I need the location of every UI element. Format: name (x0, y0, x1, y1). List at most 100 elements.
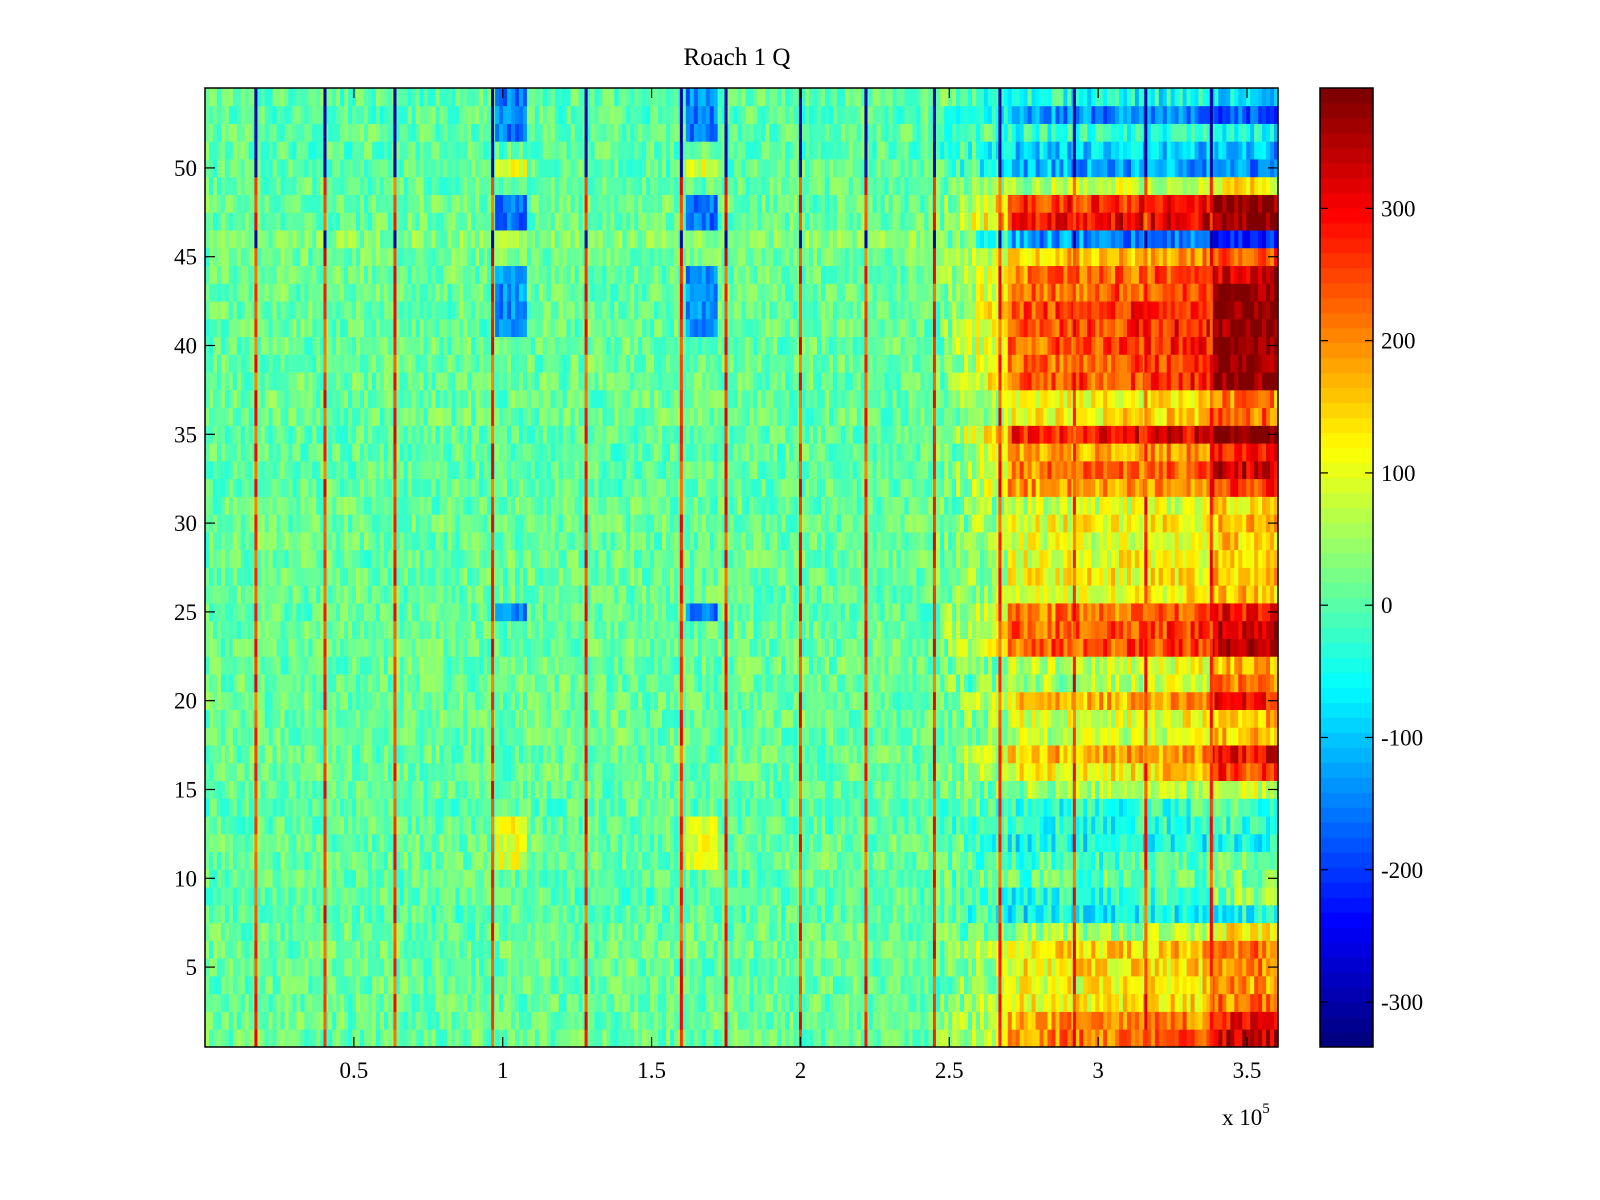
heatmap-cell (964, 1011, 969, 1030)
heatmap-cell (1222, 780, 1227, 799)
heatmap-cell (991, 762, 997, 782)
heatmap-cell (1162, 975, 1168, 995)
heatmap-cell (975, 833, 981, 853)
heatmap-cell (1158, 940, 1164, 959)
heatmap-cell (1198, 780, 1204, 799)
heatmap-cell (1202, 940, 1208, 959)
heatmap-cell (554, 816, 560, 835)
heatmap-cell (630, 709, 635, 728)
heatmap-cell (550, 780, 556, 799)
heatmap-cell (1083, 975, 1088, 995)
heatmap-cell (415, 745, 421, 764)
heatmap-cell (427, 762, 433, 782)
heatmap-cell (1274, 851, 1279, 870)
heatmap-cell (212, 798, 218, 817)
heatmap-cell (892, 851, 898, 870)
heatmap-cell (387, 816, 393, 835)
heatmap-cell (669, 869, 675, 888)
heatmap-cell (876, 1011, 882, 1030)
heatmap-cell (781, 762, 786, 782)
heatmap-cell (1107, 762, 1112, 782)
heatmap-cell (848, 975, 854, 995)
heatmap-cell (224, 709, 230, 728)
heatmap-cell (312, 745, 317, 764)
heatmap-cell (423, 727, 429, 746)
heatmap-cell (622, 762, 627, 782)
heatmap-cell (244, 798, 250, 817)
heatmap-cell (387, 833, 393, 853)
heatmap-cell (566, 851, 572, 870)
heatmap-cell (594, 904, 600, 924)
heatmap-cell (813, 958, 818, 977)
heatmap-cell (1198, 762, 1204, 782)
heatmap-cell (459, 727, 464, 746)
heatmap-cell (324, 975, 329, 995)
heatmap-cell (900, 887, 906, 906)
heatmap-cell (765, 816, 770, 835)
heatmap-cell (1274, 922, 1279, 941)
heatmap-cell (415, 1011, 421, 1030)
heatmap-cell (622, 851, 627, 870)
heatmap-cell (725, 709, 731, 728)
heatmap-cell (1067, 958, 1072, 977)
heatmap-cell (316, 1011, 321, 1030)
heatmap-cell (1182, 762, 1188, 782)
heatmap-cell (1007, 869, 1013, 888)
heatmap-cell (1047, 975, 1053, 995)
heatmap-cell (344, 727, 349, 746)
heatmap-cell (336, 1011, 341, 1030)
heatmap-cell (650, 1011, 655, 1030)
heatmap-cell (316, 940, 321, 959)
heatmap-cell (507, 869, 512, 888)
heatmap-cell (479, 780, 484, 799)
heatmap-cell (924, 798, 929, 817)
heatmap-cell (296, 904, 301, 924)
heatmap-cell (749, 762, 755, 782)
heatmap-cell (240, 975, 246, 995)
heatmap-cell (1043, 816, 1049, 835)
heatmap-cell (467, 869, 472, 888)
heatmap-cell (610, 940, 615, 959)
heatmap-cell (817, 727, 822, 746)
heatmap-cell (558, 745, 564, 764)
heatmap-cell (447, 904, 452, 924)
heatmap-cell (550, 993, 556, 1012)
heatmap-cell (960, 745, 965, 764)
heatmap-cell (940, 780, 945, 799)
heatmap-cell (709, 833, 715, 853)
heatmap-cell (773, 798, 778, 817)
heatmap-cell (662, 780, 667, 799)
heatmap-cell (216, 851, 222, 870)
heatmap-cell (356, 1029, 361, 1048)
heatmap-cell (483, 762, 488, 782)
heatmap-cell (868, 940, 874, 959)
heatmap-cell (626, 1011, 631, 1030)
heatmap-cell (697, 833, 703, 853)
heatmap-cell (1170, 1029, 1176, 1048)
heatmap-cell (1063, 727, 1068, 746)
heatmap-cell (968, 833, 973, 853)
heatmap-cell (435, 833, 441, 853)
heatmap-cell (713, 869, 719, 888)
heatmap-cell (638, 851, 643, 870)
heatmap-cell (729, 922, 735, 941)
heatmap-cell (312, 780, 317, 799)
heatmap-cell (1182, 993, 1188, 1012)
heatmap-cell (1190, 1029, 1196, 1048)
heatmap-cell (522, 1011, 528, 1030)
heatmap-cell (872, 1011, 878, 1030)
heatmap-cell (212, 1029, 218, 1048)
heatmap-cell (268, 958, 274, 977)
heatmap-cell (654, 727, 659, 746)
heatmap-cell (483, 1029, 488, 1048)
heatmap-cell (1246, 1029, 1251, 1048)
heatmap-cell (1039, 887, 1045, 906)
heatmap-cell (681, 816, 687, 835)
heatmap-cell (439, 762, 445, 782)
heatmap-cell (272, 816, 278, 835)
heatmap-cell (618, 798, 623, 817)
heatmap-cell (1051, 762, 1057, 782)
heatmap-cell (832, 958, 838, 977)
heatmap-cell (284, 798, 290, 817)
heatmap-cell (630, 993, 635, 1012)
